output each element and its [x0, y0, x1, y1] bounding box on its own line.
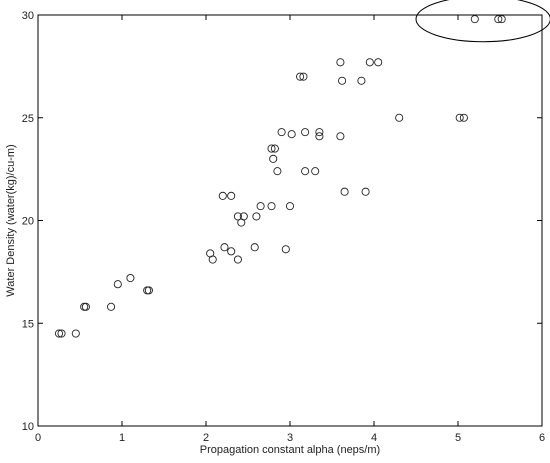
data-point — [250, 243, 259, 252]
data-point — [80, 302, 89, 311]
data-point — [374, 58, 383, 67]
x-tick-label: 0 — [35, 432, 41, 444]
data-point — [218, 191, 227, 200]
axis-ticks — [37, 14, 543, 427]
data-point — [497, 15, 506, 24]
data-point — [296, 72, 305, 81]
axis-tick-labels: 0 1 2 3 4 5 6 10 15 20 25 30 — [22, 10, 545, 444]
data-point — [227, 247, 236, 256]
data-point — [311, 167, 320, 176]
data-point — [267, 144, 276, 153]
data-point — [220, 243, 229, 252]
data-point — [54, 329, 64, 338]
data-point — [237, 218, 246, 227]
data-point — [315, 132, 324, 141]
data-point — [270, 144, 279, 153]
plot-frame — [37, 14, 543, 427]
data-point — [299, 72, 308, 81]
y-axis-title: Water Density (water(kg)/cu-m) — [5, 144, 17, 296]
data-point — [57, 329, 66, 338]
data-point — [277, 128, 286, 137]
x-axis-title: Propagation constant alpha (neps/m) — [200, 444, 380, 456]
data-point — [233, 212, 242, 221]
data-point — [459, 113, 468, 122]
data-point — [252, 212, 261, 221]
x-tick-label: 2 — [203, 432, 209, 444]
y-tick-label: 20 — [22, 216, 34, 228]
x-tick-label: 1 — [119, 432, 125, 444]
data-point — [361, 187, 370, 196]
data-point — [144, 286, 153, 295]
data-point — [208, 255, 217, 264]
data-point — [143, 286, 152, 295]
data-point — [340, 187, 349, 196]
data-point — [227, 191, 236, 200]
data-point — [315, 128, 324, 137]
data-point — [71, 329, 80, 338]
data-point — [273, 167, 282, 176]
x-tick-label: 6 — [539, 432, 545, 444]
data-point — [494, 15, 503, 24]
x-tick-label: 3 — [287, 432, 293, 444]
data-point — [336, 132, 345, 141]
data-point — [287, 130, 296, 139]
data-point — [470, 15, 479, 24]
data-point — [107, 302, 116, 311]
data-point — [233, 255, 242, 264]
data-point — [395, 113, 404, 122]
data-point — [301, 128, 310, 137]
data-points — [54, 15, 506, 338]
data-point — [365, 58, 374, 67]
data-point — [285, 202, 295, 211]
x-tick-label: 5 — [455, 432, 461, 444]
data-point — [281, 245, 290, 254]
data-point — [81, 302, 90, 311]
data-point — [113, 280, 122, 289]
y-tick-label: 10 — [22, 421, 34, 433]
data-point — [301, 167, 310, 176]
y-tick-label: 15 — [22, 318, 34, 330]
x-tick-label: 4 — [371, 432, 377, 444]
data-point — [336, 58, 345, 67]
data-point — [126, 273, 135, 283]
data-point — [455, 113, 464, 122]
y-tick-label: 30 — [22, 10, 34, 22]
y-tick-label: 25 — [22, 113, 34, 125]
data-point — [357, 76, 366, 85]
data-point — [338, 76, 347, 85]
data-point — [267, 202, 276, 211]
highlight-ellipse — [415, 0, 550, 43]
data-point — [256, 202, 265, 211]
data-point — [269, 154, 278, 163]
